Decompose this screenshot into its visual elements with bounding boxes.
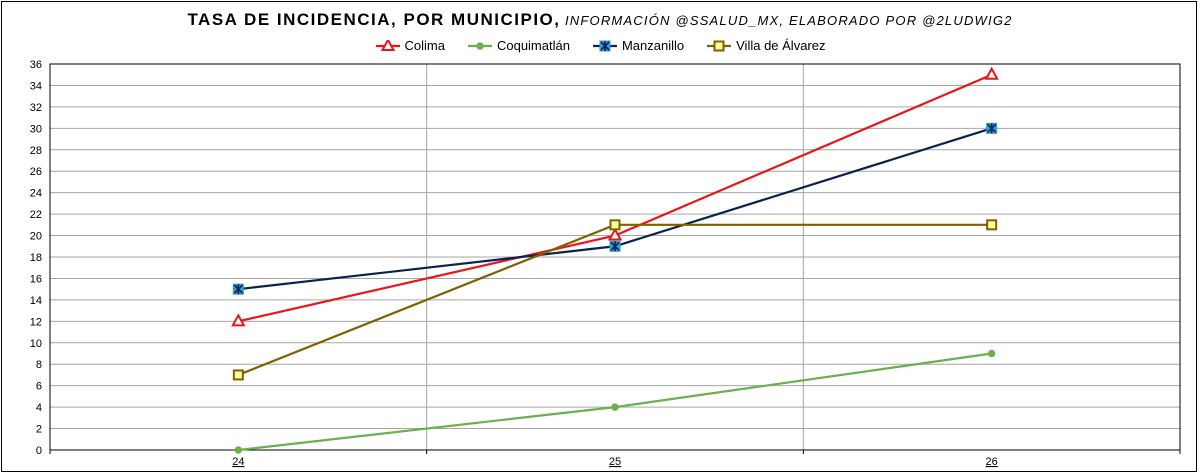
y-tick-label: 8: [36, 359, 42, 371]
data-point: [232, 369, 244, 381]
y-tick-label: 28: [30, 145, 42, 157]
data-point: [607, 227, 623, 241]
legend-marker: [476, 41, 484, 50]
legend-label: Colima: [404, 38, 445, 53]
y-tick-label: 16: [30, 273, 42, 285]
x-tick-label: 26: [986, 456, 998, 468]
legend-marker: [599, 40, 611, 51]
data-point: [609, 240, 621, 252]
y-tick-label: 4: [36, 402, 42, 414]
legend-marker: [713, 40, 725, 51]
y-tick-label: 20: [30, 231, 42, 243]
x-tick-label: 24: [232, 456, 244, 468]
y-tick-label: 6: [36, 381, 42, 393]
data-point: [611, 403, 619, 411]
x-tick-label: 25: [609, 456, 621, 468]
legend-marker: [380, 39, 395, 51]
data-point: [986, 122, 998, 134]
data-point: [232, 283, 244, 295]
y-tick-label: 34: [30, 80, 42, 92]
chart-legend: Colima Coquimatlán Manzanillo Villa de Álva…: [0, 38, 1200, 53]
legend-swatch: [707, 40, 732, 51]
y-tick-label: 14: [30, 295, 42, 307]
legend-label: Coquimatlán: [496, 38, 570, 53]
y-tick-label: 30: [30, 123, 42, 135]
legend-item: Manzanillo: [592, 38, 684, 53]
legend-swatch: [375, 39, 400, 51]
series-1: [234, 349, 996, 454]
plot-border: [49, 63, 1181, 451]
y-tick-label: 36: [30, 59, 42, 71]
data-point: [987, 349, 996, 358]
chart-title: TASA DE INCIDENCIA, POR MUNICIPIO, INFOR…: [0, 10, 1200, 30]
y-tick-label: 2: [36, 424, 42, 436]
series-2: [232, 122, 998, 295]
y-tick-label: 24: [30, 188, 42, 200]
data-point: [231, 313, 246, 327]
y-tick-label: 18: [30, 252, 42, 264]
y-tick-label: 26: [30, 166, 42, 178]
chart-title-sub: INFORMACIÓN @SSALUD_MX, ELABORADO POR @2…: [564, 13, 1013, 28]
y-tick-label: 22: [30, 209, 42, 221]
legend-item: Colima: [375, 38, 445, 53]
series-0: [231, 66, 999, 327]
y-tick-label: 12: [30, 316, 42, 328]
y-tick-label: 0: [36, 445, 42, 457]
legend-item: Villa de Álvarez: [706, 38, 826, 53]
legend-label: Manzanillo: [621, 38, 685, 53]
legend-swatch: [467, 41, 492, 50]
legend-swatch: [592, 40, 617, 51]
data-point: [984, 66, 999, 80]
y-tick-label: 10: [30, 338, 42, 350]
chart-title-main: TASA DE INCIDENCIA, POR MUNICIPIO,: [187, 10, 561, 29]
y-tick-label: 32: [30, 102, 42, 114]
data-point: [986, 219, 998, 231]
data-point: [609, 219, 621, 231]
series-3: [232, 219, 998, 381]
data-point: [234, 446, 243, 454]
legend-label: Villa de Álvarez: [736, 38, 826, 53]
legend-item: Coquimatlán: [467, 38, 570, 53]
